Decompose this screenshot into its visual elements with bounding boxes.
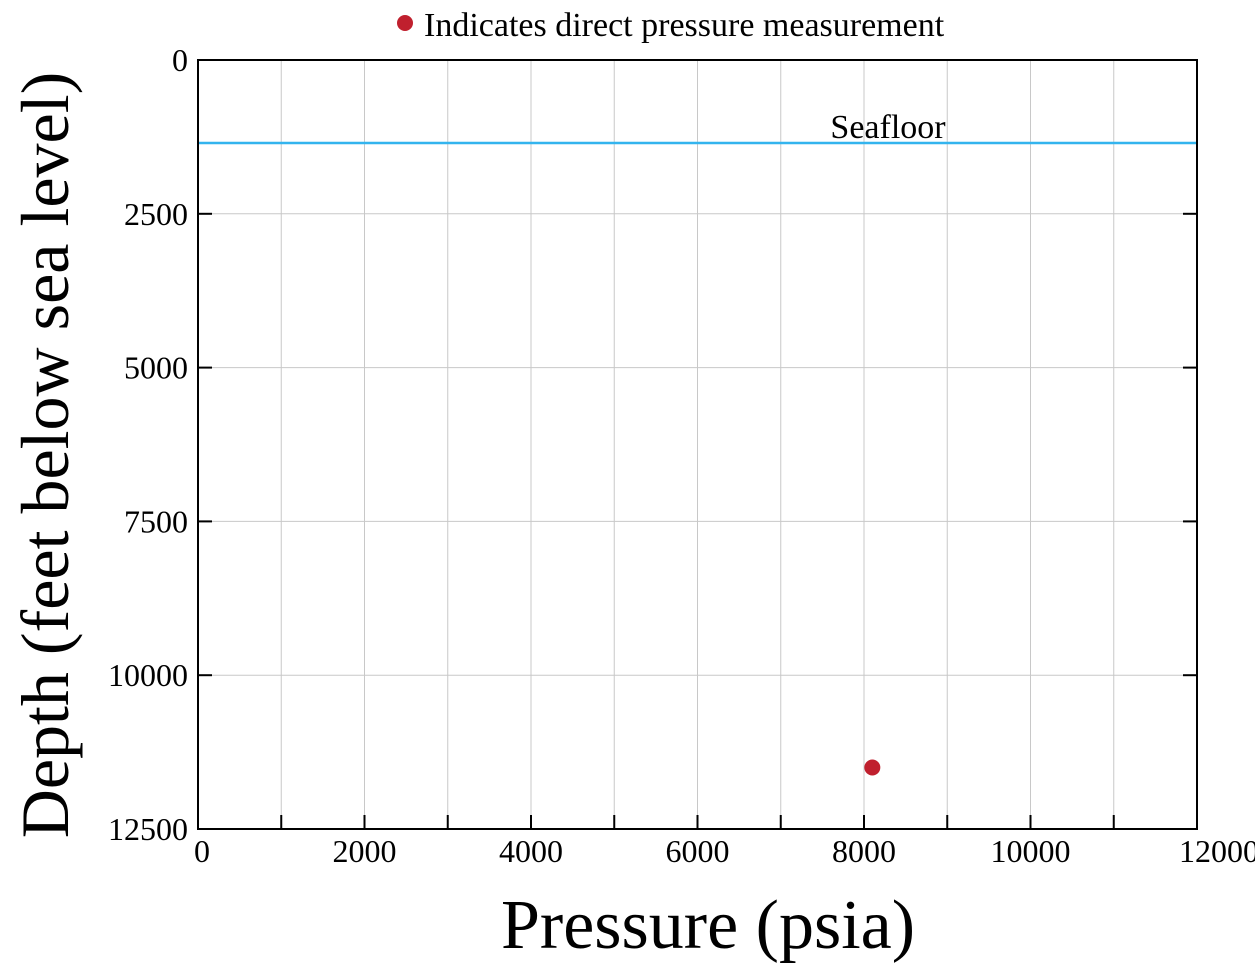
y-tick-label: 12500 [108, 811, 188, 847]
x-tick-label: 0 [194, 833, 210, 869]
x-tick-label: 2000 [333, 833, 397, 869]
x-axis-title: Pressure (psia) [501, 887, 915, 964]
grid-lines [198, 60, 1197, 829]
x-tick-labels: 0 2000 4000 6000 8000 10000 12000 [194, 833, 1255, 869]
seafloor-label: Seafloor [830, 109, 946, 146]
x-tick-label: 12000 [1179, 833, 1255, 869]
y-axis-title: Depth (feet below sea level) [7, 72, 83, 839]
y-tick-label: 0 [172, 42, 188, 78]
y-tick-label: 10000 [108, 657, 188, 693]
legend: Indicates direct pressure measurement [397, 7, 945, 44]
y-tick-label: 7500 [124, 503, 188, 539]
reference-lines: Seafloor [198, 109, 1197, 146]
x-tick-label: 6000 [666, 833, 730, 869]
pressure-measurement-point [864, 759, 881, 776]
tick-marks [197, 59, 1198, 830]
y-tick-labels: 0 2500 5000 7500 10000 12500 [108, 42, 188, 847]
legend-marker [397, 15, 413, 31]
legend-label: Indicates direct pressure measurement [424, 7, 945, 44]
y-tick-label: 2500 [124, 196, 188, 232]
y-tick-label: 5000 [124, 350, 188, 386]
x-tick-label: 10000 [991, 833, 1071, 869]
data-points [864, 759, 881, 776]
x-tick-label: 4000 [499, 833, 563, 869]
x-tick-label: 8000 [832, 833, 896, 869]
